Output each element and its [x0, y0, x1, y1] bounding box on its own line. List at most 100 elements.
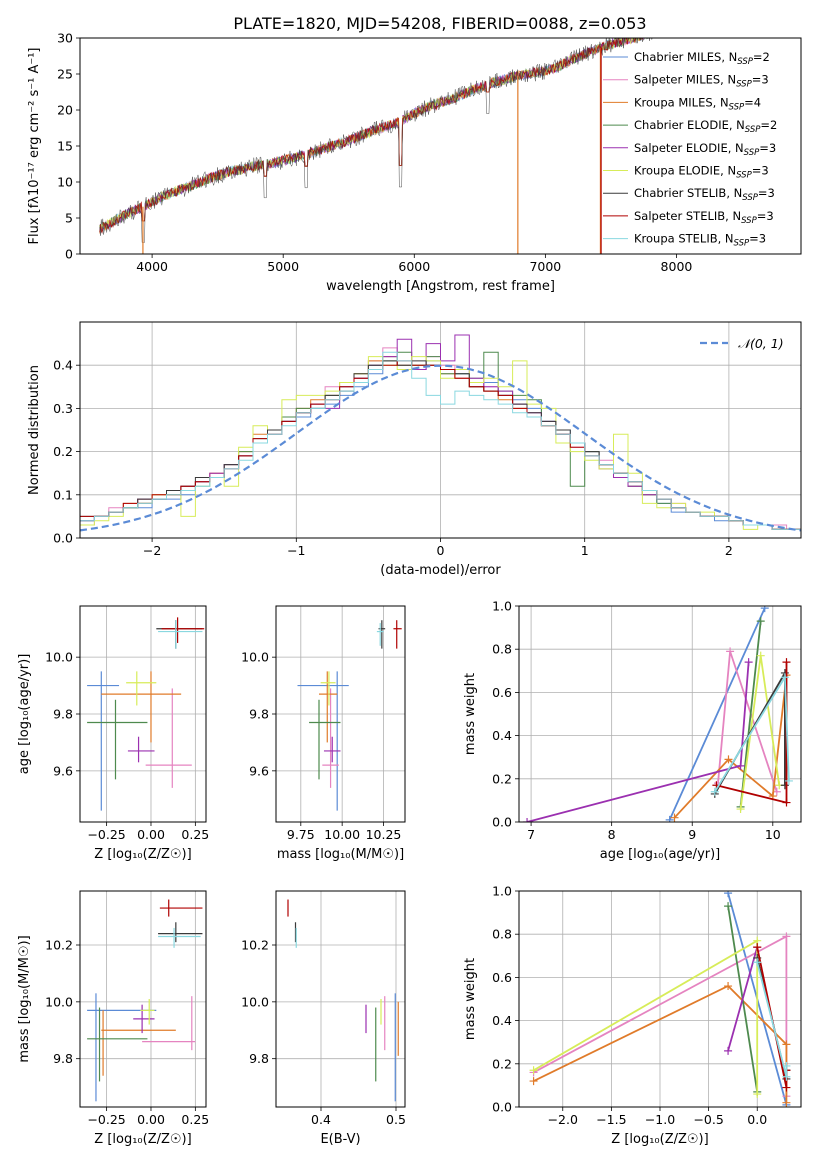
legend-label-text: Kroupa MILES, N — [634, 95, 729, 109]
y-tick-label: 0.6 — [492, 970, 512, 985]
weight-marker-salpeter_elodie — [724, 1046, 733, 1055]
y-tick-label: 0 — [65, 247, 73, 262]
weight-marker-kroupa_stelib — [753, 958, 762, 967]
weight-marker-kroupa_miles — [670, 813, 679, 822]
legend-label-sub: SSP — [737, 57, 753, 67]
x-tick-label: 10.25 — [366, 827, 402, 842]
y-tick-label: 0.4 — [53, 358, 73, 373]
legend-label: 𝒩(0, 1) — [738, 336, 784, 351]
x-tick-label: −2 — [143, 543, 161, 558]
legend-label-sub: SSP — [742, 193, 758, 203]
plot-area — [99, 38, 653, 254]
axes-frame — [518, 890, 802, 1108]
legend-label: Salpeter ELODIE, NSSP=3 — [634, 141, 776, 158]
x-tick-label: 0.0 — [747, 1112, 767, 1127]
y-tick-label: 0.8 — [492, 642, 512, 657]
y-tick-label: 30 — [57, 31, 73, 46]
x-tick-label: −1 — [287, 543, 305, 558]
legend-label: Kroupa ELODIE, NSSP=3 — [634, 164, 769, 181]
legend-label-count: =3 — [749, 232, 766, 246]
x-tick-label: −1.0 — [645, 1112, 675, 1127]
spectrum-line-chabrier_stelib — [99, 38, 653, 243]
y-axis-label: age [log₁₀(age/yr)] — [17, 654, 32, 775]
weight-line-chabrier_miles — [668, 607, 766, 821]
weight-marker-kroupa_miles — [782, 1098, 791, 1107]
weight-marker-salpeter_miles — [782, 932, 791, 941]
panel-2: −0.25 0.00 0.25 9.6 9.8 10.0 Z [log₁₀(Z/Z☉)] ag… — [17, 605, 209, 862]
plot-area — [523, 606, 793, 822]
x-tick-label: 0.00 — [137, 827, 165, 842]
weight-marker-kroupa_miles — [724, 755, 733, 764]
x-tick-label: −2.0 — [548, 1112, 578, 1127]
y-tick-label: 9.8 — [53, 707, 73, 722]
axes-frame — [79, 605, 207, 823]
legend-label: Chabrier STELIB, NSSP=3 — [634, 186, 775, 203]
weight-marker-salpeter_elodie — [736, 761, 745, 770]
y-tick-label: 0.4 — [492, 728, 512, 743]
y-tick-label: 10.0 — [241, 650, 269, 665]
panel-5: −0.25 0.00 0.25 9.8 10.0 10.2 Z [log₁₀(Z/Z☉)] m… — [17, 890, 209, 1147]
legend-label-sub: SSP — [745, 125, 761, 135]
legend-label-sub: SSP — [729, 102, 745, 112]
weight-line-kroupa_elodie — [533, 939, 759, 1094]
y-axis-label: Flux [fλ10⁻¹⁷ erg cm⁻² s⁻¹ A⁻¹] — [27, 48, 42, 245]
x-axis-label: Z [log₁₀(Z/Z☉)] — [94, 847, 191, 862]
y-tick-label: 0.1 — [53, 487, 73, 502]
x-tick-label: 6000 — [398, 259, 430, 274]
weight-marker-chabrier_elodie — [724, 902, 733, 911]
legend-label-text: Kroupa ELODIE, N — [634, 164, 736, 178]
figure-title: PLATE=1820, MJD=54208, FIBERID=0088, z=0… — [233, 14, 646, 33]
legend-label-text: Kroupa STELIB, N — [634, 232, 734, 246]
y-tick-label: 1.0 — [492, 884, 512, 899]
x-tick-label: 9.75 — [287, 827, 315, 842]
weight-marker-kroupa_elodie — [756, 651, 765, 660]
x-tick-label: 8000 — [661, 259, 693, 274]
x-tick-label: 2 — [725, 543, 733, 558]
legend-label-count: =4 — [744, 95, 761, 109]
weight-line-chabrier_elodie — [739, 621, 762, 807]
y-tick-label: 9.6 — [249, 763, 269, 778]
weight-marker-salpeter_stelib — [753, 943, 762, 952]
y-axis-label: mass weight — [463, 673, 478, 755]
weight-line-kroupa_miles — [673, 674, 788, 819]
x-tick-label: −1.5 — [596, 1112, 626, 1127]
weight-marker-chabrier_elodie — [756, 617, 765, 626]
x-tick-label: 10 — [765, 827, 781, 842]
legend-label-text: Chabrier STELIB, N — [634, 186, 742, 200]
panel-3: 9.75 10.00 10.25 9.6 9.8 10.0 mass [log₁₀(M/M☉… — [241, 605, 406, 862]
legend-label-text: Salpeter STELIB, N — [634, 209, 741, 223]
y-tick-label: 0.0 — [492, 1100, 512, 1115]
weight-line-salpeter_elodie — [727, 946, 759, 1052]
plot-area — [80, 334, 801, 532]
y-tick-label: 9.8 — [249, 1051, 269, 1066]
y-tick-label: 0.0 — [492, 815, 512, 830]
legend-label: Salpeter STELIB, NSSP=3 — [634, 209, 774, 226]
axes-frame — [275, 890, 406, 1108]
panels: 4000 5000 6000 7000 8000051015202530waveleng… — [17, 31, 802, 1147]
y-tick-label: 0.2 — [53, 444, 73, 459]
y-tick-label: 0.2 — [492, 771, 512, 786]
legend-label-sub: SSP — [741, 216, 757, 226]
axes-frame — [518, 605, 802, 823]
x-axis-label: age [log₁₀(age/yr)] — [600, 847, 721, 862]
y-tick-label: 0.4 — [492, 1013, 512, 1028]
legend-label: Chabrier MILES, NSSP=2 — [634, 50, 770, 67]
x-tick-label: −0.5 — [693, 1112, 723, 1127]
legend-label-sub: SSP — [734, 239, 750, 249]
weight-marker-kroupa_miles — [782, 1040, 791, 1049]
legend-label-text: Chabrier ELODIE, N — [634, 118, 745, 132]
y-tick-label: 10.2 — [241, 938, 269, 953]
weight-marker-kroupa_miles — [724, 982, 733, 991]
x-tick-label: 7000 — [529, 259, 561, 274]
weight-marker-chabrier_miles — [760, 606, 769, 613]
weight-marker-kroupa_elodie — [529, 1066, 538, 1075]
legend-label: Kroupa STELIB, NSSP=3 — [634, 232, 766, 249]
x-tick-label: 0.25 — [181, 1112, 209, 1127]
legend-label-count: =3 — [757, 209, 774, 223]
y-tick-label: 10 — [57, 175, 73, 190]
spectrum-line-chabrier_elodie — [99, 38, 647, 234]
weight-marker-kroupa_stelib — [784, 776, 793, 785]
plot-area — [87, 899, 203, 1102]
y-tick-label: 1.0 — [492, 599, 512, 614]
axes-frame — [275, 605, 406, 823]
